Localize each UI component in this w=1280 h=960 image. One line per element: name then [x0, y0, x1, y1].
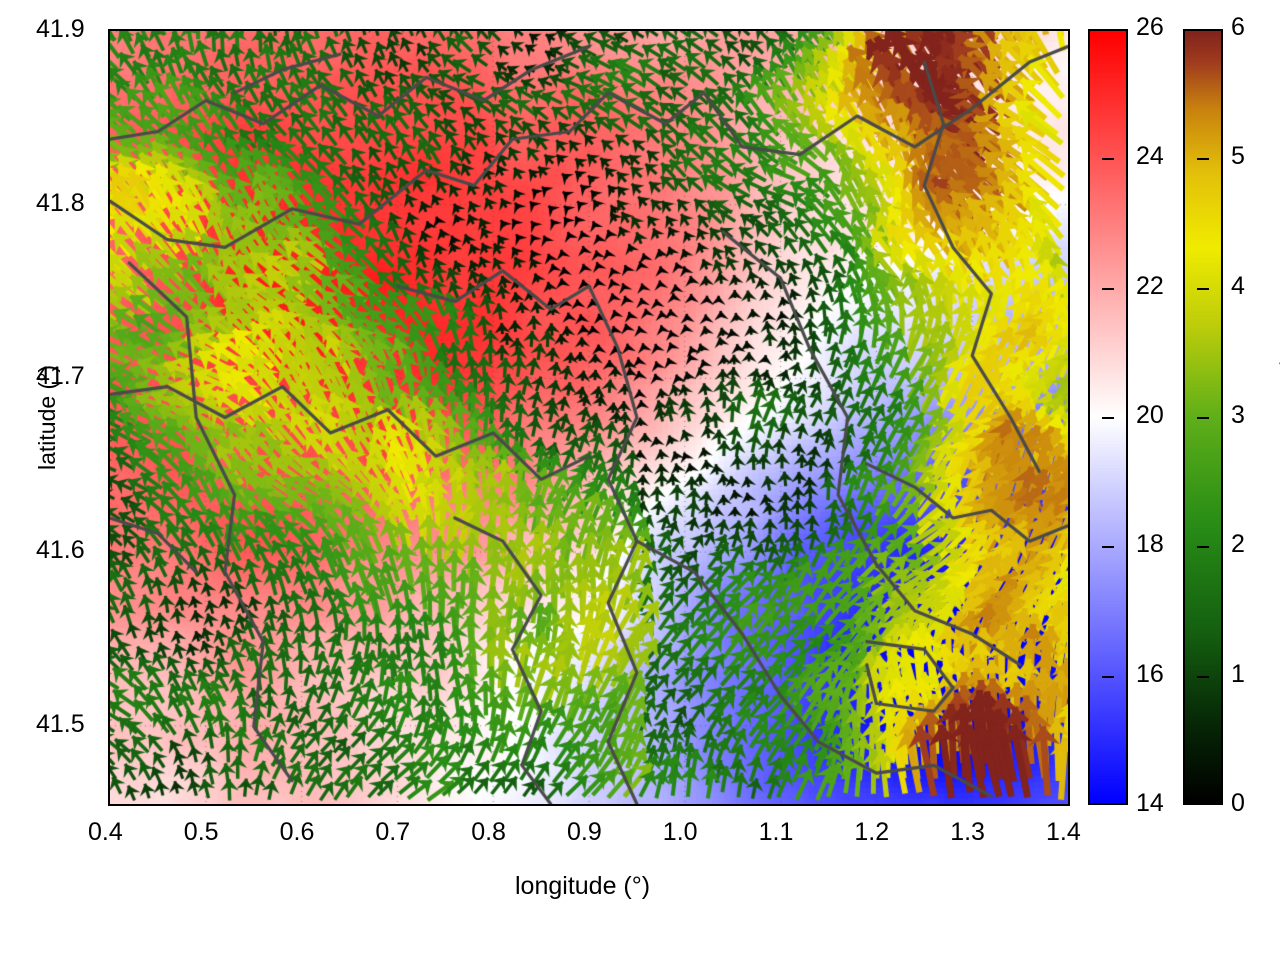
wind-speed-colorbar-label-text: 1000m-wind speed (m s-1): [1276, 352, 1280, 618]
coastline-contour-layer: [110, 31, 1068, 804]
colorbar-tick-label: 5: [1231, 142, 1245, 171]
colorbar-tick-mark: [1102, 158, 1114, 161]
colorbar-tick-mark: [1197, 417, 1209, 419]
wind-label-prefix: 1000m-wind speed (m s: [1276, 373, 1280, 618]
colorbar-tick-label: 20: [1136, 401, 1164, 429]
x-tick-label: 1.1: [758, 818, 794, 846]
y-tick-label: 41.5: [36, 709, 85, 738]
x-tick-label: 0.6: [279, 818, 315, 846]
colorbar-tick-mark: [1197, 287, 1209, 290]
x-tick-label: 0.9: [567, 818, 602, 846]
colorbar-tick-label: 0: [1231, 789, 1245, 817]
x-axis-label: longitude (°): [515, 872, 651, 900]
wind-speed-colorbar-label: 1000m-wind speed (m s-1): [1276, 352, 1280, 618]
colorbar-tick-mark: [1197, 675, 1209, 678]
x-tick-label: 0.5: [183, 818, 219, 846]
colorbar-tick-mark: [1197, 546, 1209, 549]
y-tick-label: 41.9: [36, 15, 85, 43]
plot-area: [108, 29, 1070, 806]
colorbar-tick-label: 4: [1231, 271, 1245, 300]
x-tick-label: 1.2: [854, 818, 890, 846]
y-tick-label: 41.7: [36, 362, 85, 391]
wind-label-superscript: -1: [1276, 359, 1280, 373]
y-tick-label: 41.6: [36, 536, 85, 565]
x-tick-label: 1.0: [662, 818, 698, 846]
colorbar-tick-label: 14: [1136, 789, 1164, 817]
colorbar-tick-mark: [1102, 546, 1114, 549]
x-tick-label: 1.3: [950, 818, 985, 846]
colorbar-tick-label: 24: [1136, 142, 1164, 171]
x-tick-label: 0.7: [375, 818, 411, 846]
colorbar-tick-mark: [1102, 417, 1114, 419]
colorbar-tick-label: 26: [1136, 13, 1164, 41]
colorbar-tick-label: 22: [1136, 271, 1164, 300]
colorbar-tick-label: 18: [1136, 530, 1164, 559]
colorbar-tick-label: 1: [1231, 659, 1245, 688]
x-tick-label: 0.8: [471, 818, 506, 846]
x-tick-label: 0.4: [88, 818, 123, 846]
colorbar-tick-mark: [1102, 287, 1114, 290]
wind-label-close: ): [1277, 352, 1280, 360]
colorbar-tick-label: 16: [1136, 659, 1164, 688]
y-tick-label: 41.8: [36, 188, 85, 217]
x-tick-label: 1.4: [1046, 818, 1081, 846]
colorbar-tick-label: 2: [1231, 530, 1245, 559]
colorbar-tick-label: 6: [1231, 13, 1245, 41]
colorbar-tick-label: 3: [1231, 401, 1245, 429]
colorbar-tick-mark: [1102, 675, 1114, 678]
colorbar-tick-mark: [1197, 158, 1209, 161]
